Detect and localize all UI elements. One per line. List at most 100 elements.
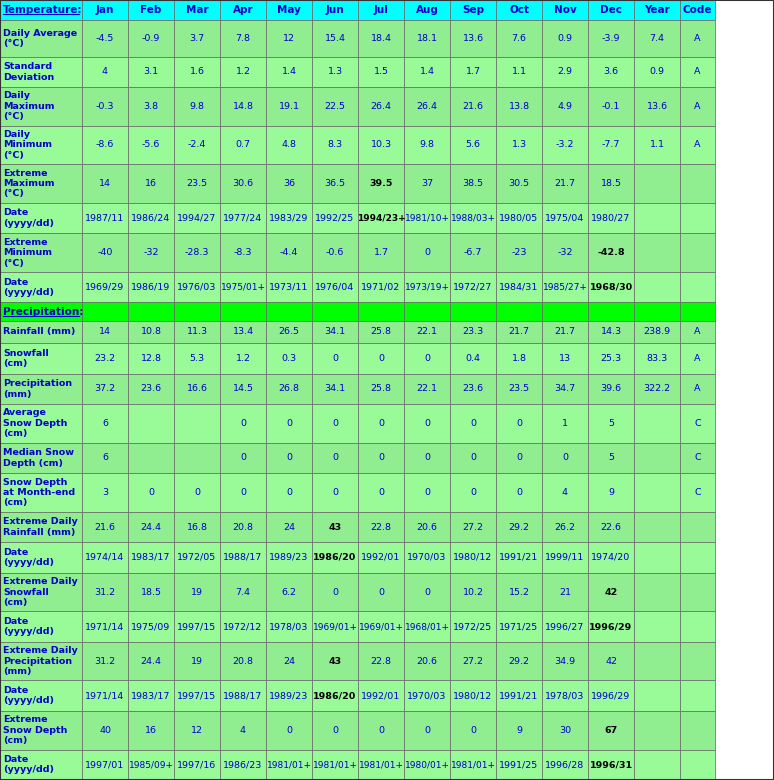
Text: 1980/27: 1980/27 (591, 214, 631, 222)
Bar (496, 512, 542, 542)
Text: Snowfall
(cm): Snowfall (cm) (3, 349, 49, 368)
Text: 14.8: 14.8 (232, 102, 254, 111)
Text: 12.8: 12.8 (141, 354, 162, 363)
Bar (174, 321, 220, 343)
Bar (450, 443, 496, 473)
Bar (542, 20, 588, 57)
Text: 4: 4 (562, 488, 568, 497)
Text: 4: 4 (240, 725, 246, 735)
Bar (588, 303, 634, 321)
Text: 0: 0 (470, 419, 476, 428)
Text: 0: 0 (516, 453, 522, 463)
Bar (634, 404, 680, 443)
Bar (496, 573, 542, 612)
Text: 1971/25: 1971/25 (499, 622, 539, 631)
Bar (128, 573, 174, 612)
Bar (312, 343, 358, 374)
Text: 1969/01+: 1969/01+ (313, 622, 358, 631)
Bar (450, 680, 496, 711)
Text: -4.4: -4.4 (280, 248, 298, 257)
Text: 0: 0 (470, 488, 476, 497)
Bar (634, 680, 680, 711)
Bar (496, 321, 542, 343)
Bar (542, 750, 588, 780)
Bar (358, 233, 404, 272)
Bar (634, 642, 680, 680)
Bar (220, 203, 266, 233)
Bar (266, 233, 312, 272)
Text: 1999/11: 1999/11 (546, 553, 584, 562)
Text: 1991/21: 1991/21 (499, 691, 539, 700)
Text: 5.3: 5.3 (190, 354, 204, 363)
Bar (174, 233, 220, 272)
Text: 14.5: 14.5 (232, 385, 254, 393)
Bar (220, 303, 266, 321)
Bar (82, 512, 128, 542)
Text: Date
(yyyy/dd): Date (yyyy/dd) (3, 278, 54, 297)
Text: 23.2: 23.2 (94, 354, 115, 363)
Bar (404, 612, 450, 642)
Bar (634, 165, 680, 203)
Text: 22.1: 22.1 (416, 328, 437, 336)
Bar (496, 443, 542, 473)
Text: C: C (694, 488, 700, 497)
Bar (220, 321, 266, 343)
Bar (496, 126, 542, 165)
Bar (312, 642, 358, 680)
Bar (358, 272, 404, 303)
Bar (588, 87, 634, 126)
Text: Nov: Nov (553, 5, 577, 15)
Bar (128, 0, 174, 20)
Bar (680, 20, 715, 57)
Text: 1: 1 (562, 419, 568, 428)
Text: 0: 0 (424, 587, 430, 597)
Bar (312, 87, 358, 126)
Bar (312, 203, 358, 233)
Text: 14: 14 (99, 328, 111, 336)
Text: Rainfall (mm): Rainfall (mm) (3, 328, 75, 336)
Bar (220, 404, 266, 443)
Text: 21.6: 21.6 (463, 102, 484, 111)
Text: 0: 0 (424, 354, 430, 363)
Bar (220, 126, 266, 165)
Text: 238.9: 238.9 (643, 328, 670, 336)
Bar (0, 303, 82, 321)
Text: 4: 4 (102, 67, 108, 76)
Text: 4.9: 4.9 (557, 102, 573, 111)
Text: 1997/16: 1997/16 (177, 760, 217, 769)
Text: 31.2: 31.2 (94, 587, 115, 597)
Text: Extreme
Snow Depth
(cm): Extreme Snow Depth (cm) (3, 715, 67, 745)
Text: 0: 0 (562, 453, 568, 463)
Bar (0, 233, 82, 272)
Bar (82, 573, 128, 612)
Bar (174, 374, 220, 404)
Text: 10.2: 10.2 (463, 587, 484, 597)
Bar (220, 343, 266, 374)
Bar (82, 711, 128, 750)
Text: 26.4: 26.4 (371, 102, 392, 111)
Bar (404, 57, 450, 87)
Text: 24: 24 (283, 657, 295, 665)
Text: 1992/01: 1992/01 (361, 691, 401, 700)
Bar (496, 272, 542, 303)
Bar (0, 573, 82, 612)
Bar (220, 473, 266, 512)
Text: 3.1: 3.1 (143, 67, 159, 76)
Bar (680, 512, 715, 542)
Bar (0, 374, 82, 404)
Text: 0: 0 (194, 488, 200, 497)
Text: 13.4: 13.4 (232, 328, 254, 336)
Bar (174, 404, 220, 443)
Bar (634, 573, 680, 612)
Text: A: A (694, 354, 700, 363)
Text: 23.5: 23.5 (509, 385, 529, 393)
Text: 43: 43 (328, 523, 341, 531)
Text: 0: 0 (240, 419, 246, 428)
Bar (266, 612, 312, 642)
Bar (404, 512, 450, 542)
Text: 1983/17: 1983/17 (132, 553, 171, 562)
Text: 1968/01+: 1968/01+ (405, 622, 450, 631)
Bar (128, 233, 174, 272)
Bar (266, 711, 312, 750)
Bar (0, 126, 82, 165)
